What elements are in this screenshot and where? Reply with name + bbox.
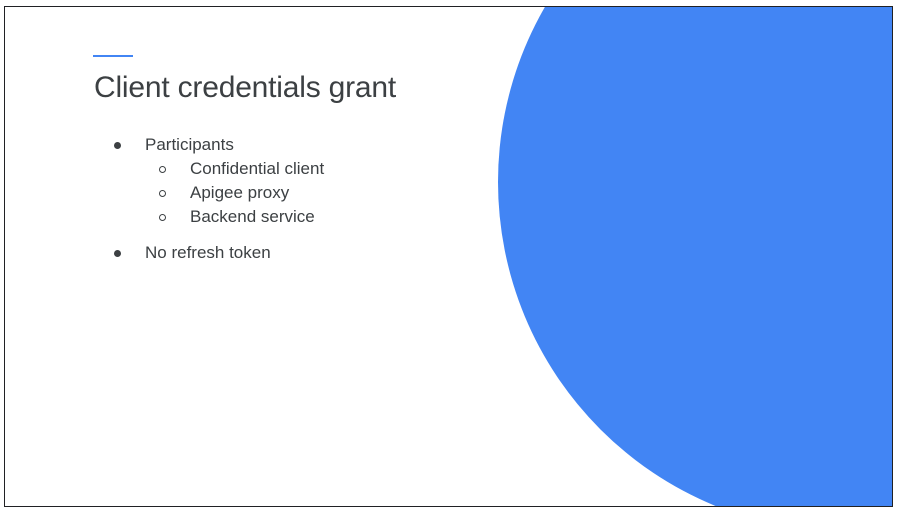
bullet-list: Participants Confidential client Apigee …	[111, 133, 324, 265]
bullet-item: Participants Confidential client Apigee …	[111, 133, 324, 229]
slide: Client credentials grant Participants Co…	[4, 6, 893, 507]
bullet-dot-icon	[114, 142, 121, 149]
bullet-dot-icon	[114, 250, 121, 257]
slide-title: Client credentials grant	[94, 71, 397, 104]
sub-bullet-item: Apigee proxy	[145, 181, 324, 205]
sub-bullet-label: Apigee proxy	[190, 183, 290, 202]
bullet-label: No refresh token	[145, 243, 271, 262]
sub-bullet-item: Backend service	[145, 205, 324, 229]
bullet-ring-icon	[159, 190, 166, 197]
bullet-ring-icon	[159, 166, 166, 173]
decorative-circle	[498, 7, 892, 506]
bullet-label: Participants	[145, 135, 234, 154]
sub-bullet-label: Confidential client	[190, 159, 325, 178]
sub-bullet-label: Backend service	[190, 207, 315, 226]
sub-bullet-list: Confidential client Apigee proxy Backend…	[145, 157, 324, 229]
sub-bullet-item: Confidential client	[145, 157, 324, 181]
bullet-ring-icon	[159, 214, 166, 221]
bullet-item: No refresh token	[111, 241, 324, 265]
title-accent-line	[93, 55, 133, 57]
